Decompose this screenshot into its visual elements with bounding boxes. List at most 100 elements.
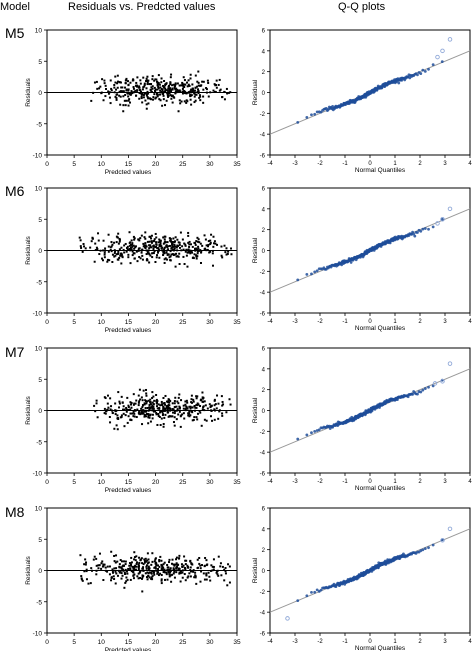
residual-point	[138, 388, 141, 391]
y-tick-label: -10	[33, 311, 43, 318]
residual-point	[177, 255, 180, 258]
residual-point	[221, 565, 224, 568]
residual-point	[179, 571, 182, 574]
residual-point	[107, 245, 110, 248]
residual-point	[229, 403, 232, 406]
residual-point	[218, 410, 221, 413]
qq-point	[416, 73, 419, 77]
residual-point	[213, 83, 216, 86]
residual-point	[129, 249, 132, 252]
x-tick-label: 10	[98, 639, 106, 646]
residual-point	[130, 561, 133, 564]
residual-point	[148, 571, 151, 574]
residual-point	[173, 400, 176, 403]
residual-point	[180, 100, 183, 103]
residual-point	[174, 405, 177, 408]
residual-point	[165, 573, 168, 576]
residual-point	[133, 257, 136, 260]
residual-point	[178, 99, 181, 102]
y-tick-label: 2	[262, 70, 266, 76]
residual-point	[206, 407, 209, 410]
residual-point	[149, 89, 152, 92]
residual-point	[142, 94, 145, 97]
residual-point	[99, 249, 102, 252]
residual-point	[131, 245, 134, 248]
residual-point	[139, 82, 142, 85]
residual-point	[137, 238, 140, 241]
residual-point	[133, 237, 136, 240]
x-tick-label: -1	[342, 319, 348, 325]
residual-point	[120, 254, 123, 257]
residual-point	[158, 565, 161, 568]
residual-point	[158, 83, 161, 86]
residual-point	[191, 87, 194, 90]
residual-point	[171, 242, 174, 245]
residual-point	[124, 560, 127, 563]
model-label-m8: M8	[5, 504, 25, 520]
residual-point	[140, 407, 143, 410]
residual-point	[187, 249, 190, 252]
residual-point	[135, 555, 138, 558]
residual-point	[125, 570, 128, 573]
residual-point	[125, 77, 128, 80]
residual-point	[117, 258, 120, 261]
residual-point	[196, 255, 199, 258]
residual-point	[110, 576, 113, 579]
residual-point	[215, 571, 218, 574]
residual-point	[141, 590, 144, 593]
x-tick-label: 30	[206, 319, 214, 326]
residual-point	[122, 104, 125, 107]
residual-point	[123, 425, 126, 428]
residual-point	[113, 427, 116, 430]
x-tick-label: 1	[393, 639, 397, 645]
x-axis-label: Normal Quantiles	[355, 645, 406, 651]
residual-point	[121, 565, 124, 568]
residual-point	[107, 90, 110, 93]
residual-point	[113, 249, 116, 252]
residual-point	[133, 558, 136, 561]
residual-point	[221, 96, 224, 99]
residual-point	[165, 405, 168, 408]
residual-point	[155, 96, 158, 99]
residual-point	[198, 241, 201, 244]
residual-point	[90, 99, 93, 102]
residual-point	[147, 102, 150, 105]
residual-point	[145, 107, 148, 110]
x-tick-label: -3	[292, 639, 298, 645]
qq-point	[423, 227, 427, 230]
residual-point	[189, 570, 192, 573]
residual-point	[150, 240, 153, 243]
residual-point	[166, 241, 169, 244]
x-axis-label: Predcted values	[105, 487, 152, 494]
x-tick-label: 5	[72, 479, 76, 486]
residual-point	[172, 245, 175, 248]
qq-point	[427, 385, 430, 389]
residual-point	[133, 556, 136, 559]
residual-point	[126, 421, 129, 424]
residual-point	[158, 245, 161, 248]
residual-point	[128, 564, 131, 567]
residual-point	[167, 91, 170, 94]
residual-point	[152, 248, 155, 251]
residual-point	[182, 83, 185, 86]
residual-point	[138, 97, 141, 100]
residual-point	[80, 577, 83, 580]
y-tick-label: 6	[262, 187, 266, 193]
residual-point	[176, 238, 179, 241]
residual-point	[151, 256, 154, 259]
residual-point	[189, 98, 192, 101]
residual-point	[124, 79, 127, 82]
residual-point	[188, 410, 191, 413]
residual-point	[197, 245, 200, 248]
residual-point	[185, 101, 188, 104]
residual-point	[85, 561, 88, 564]
qq-point	[419, 229, 423, 233]
x-tick-label: 20	[152, 479, 160, 486]
residual-point	[134, 559, 137, 562]
x-tick-label: 15	[125, 639, 133, 646]
residual-point	[157, 241, 160, 244]
x-axis-label: Predcted values	[105, 327, 152, 334]
residual-point	[168, 568, 171, 571]
residual-point	[184, 92, 187, 95]
residual-point	[127, 404, 130, 407]
